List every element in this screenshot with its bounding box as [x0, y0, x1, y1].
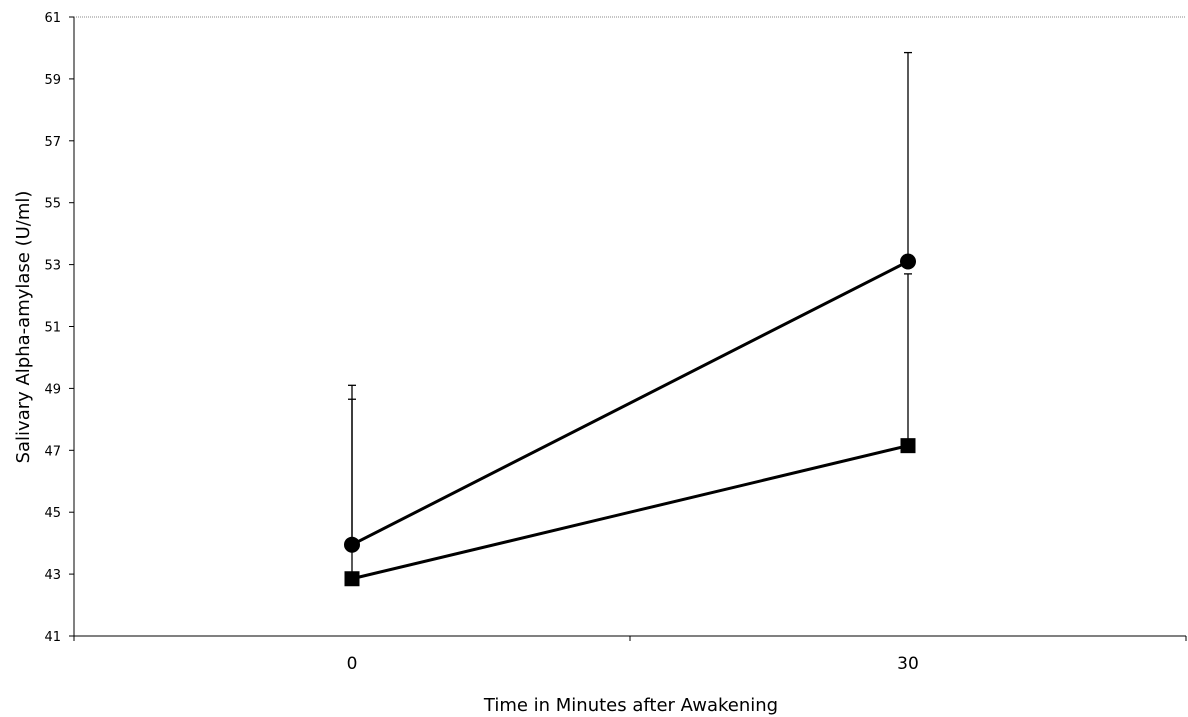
x-axis: 0 30	[73, 635, 1187, 674]
series-circle	[344, 51, 916, 553]
y-tick-label: 43	[44, 568, 61, 583]
y-tick-label: 55	[44, 197, 61, 212]
series-group	[344, 51, 916, 587]
x-axis-title: Time in Minutes after Awakening	[483, 695, 778, 716]
y-tick-label: 51	[44, 321, 61, 336]
x-tick-label: 30	[897, 654, 919, 674]
data-point-square	[344, 571, 360, 587]
y-tick-label: 41	[44, 630, 61, 645]
data-point-circle	[900, 253, 916, 270]
y-tick-label: 61	[44, 11, 61, 26]
y-tick-label: 53	[44, 259, 61, 274]
x-tick-label: 0	[347, 654, 358, 674]
y-tick-label: 49	[44, 382, 61, 397]
y-axis-title: Salivary Alpha-amylase (U/ml)	[13, 191, 34, 464]
y-tick-label: 45	[44, 506, 61, 521]
y-tick-label: 57	[44, 135, 61, 150]
y-tick-label: 59	[44, 73, 61, 88]
series-square	[344, 273, 916, 587]
series-line	[351, 444, 909, 581]
data-point-square	[900, 438, 916, 454]
y-tick-label: 47	[44, 444, 61, 459]
series-line	[351, 260, 909, 547]
y-axis: 41 43 45 47 49 51 53 55 57 59 61	[44, 11, 1186, 645]
